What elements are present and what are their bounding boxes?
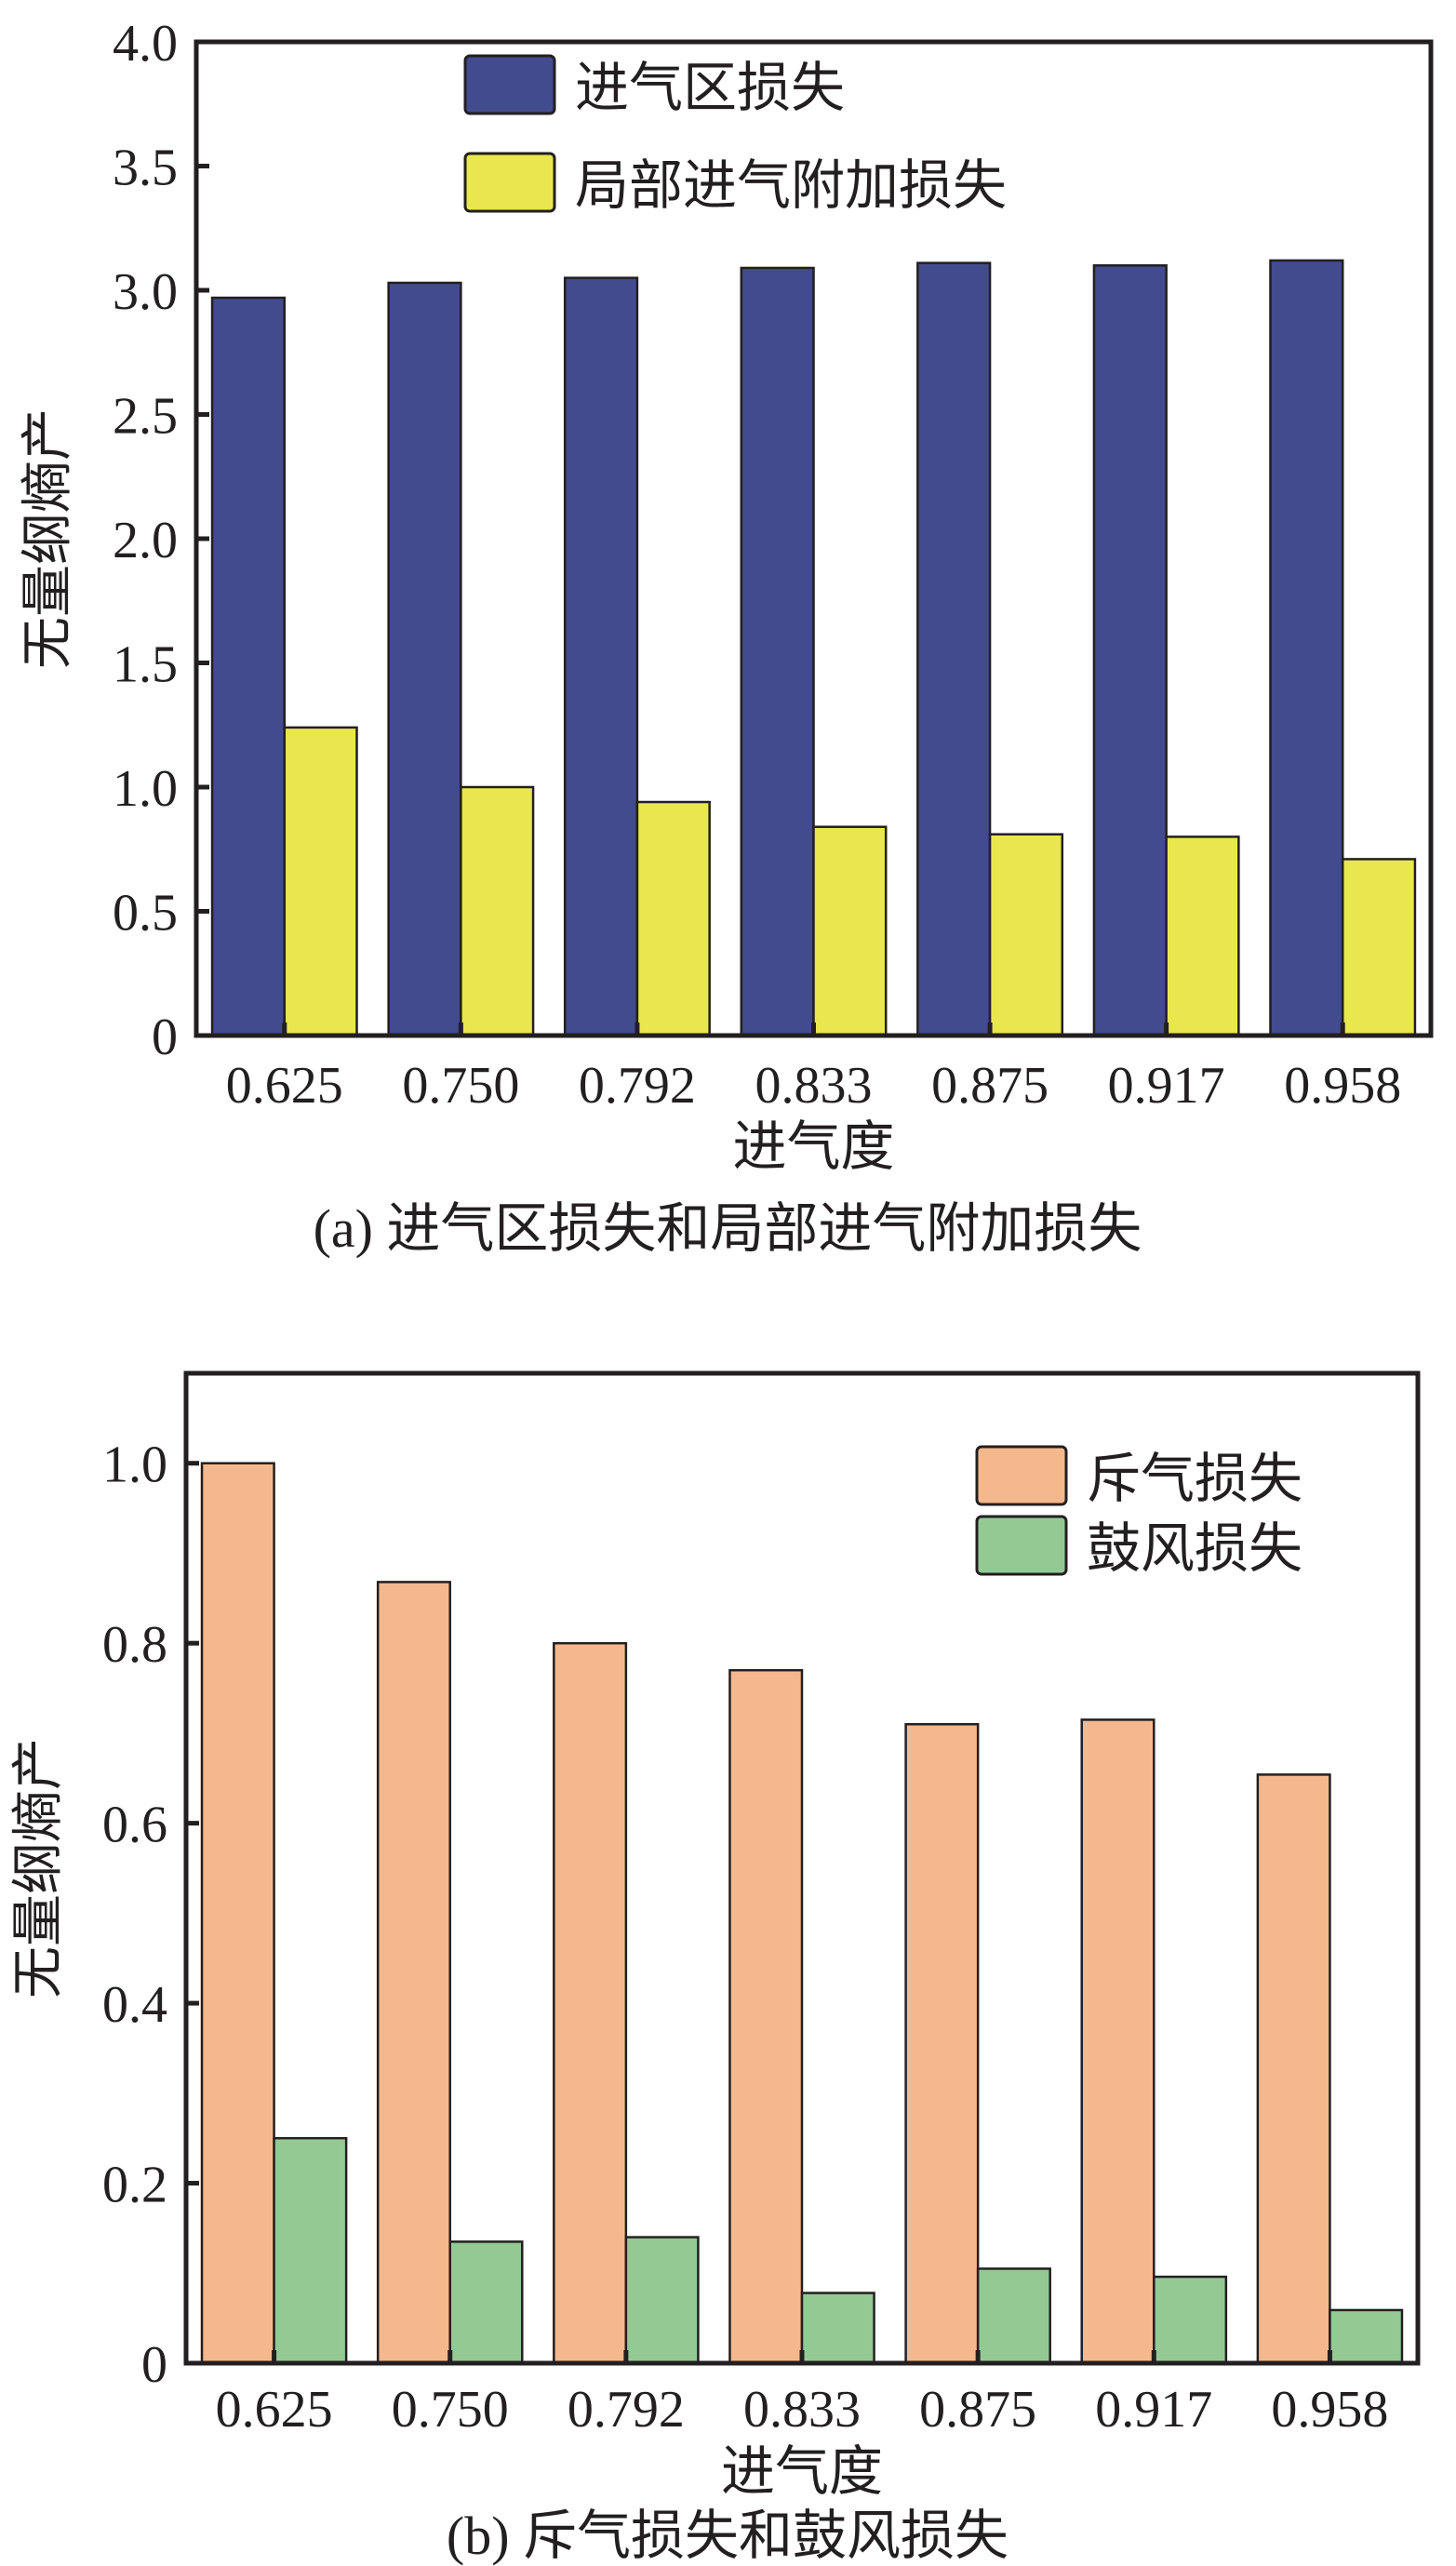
legend-label: 局部进气附加损失 (575, 155, 1007, 216)
y-tick-label: 0.4 (102, 1976, 167, 2034)
y-tick-label: 1.0 (113, 760, 178, 818)
y-tick-label: 0 (141, 2336, 167, 2394)
x-tick-label: 0.958 (1284, 1057, 1401, 1115)
x-tick-label: 0.958 (1271, 2381, 1388, 2439)
x-axis-label: 进气度 (732, 1116, 894, 1177)
x-tick-label: 0.750 (392, 2381, 509, 2439)
bar-series2 (988, 833, 1064, 1037)
bar-series2 (800, 2292, 875, 2365)
x-tick-label: 0.750 (402, 1057, 519, 1115)
legend-swatch (463, 152, 556, 213)
bar-series1 (376, 1581, 451, 2365)
x-tick-label: 0.833 (755, 1057, 873, 1115)
bar-series2 (460, 785, 535, 1037)
y-tick-label: 3.5 (113, 140, 178, 197)
x-tick-label: 0.792 (579, 1057, 696, 1115)
legend-swatch (975, 1515, 1068, 1576)
bar-series1 (728, 1668, 804, 2365)
bar-series1 (210, 296, 287, 1037)
chart-caption: (b) 斥气损失和鼓风损失 (447, 2506, 1009, 2566)
y-tick-label: 1.0 (102, 1437, 167, 1494)
bar-series1 (200, 1462, 275, 2365)
y-tick-label: 0.6 (102, 1797, 167, 1854)
bar-series1 (1256, 1773, 1331, 2365)
bar-series1 (387, 281, 462, 1037)
bar-series2 (1329, 2308, 1404, 2365)
bar-series1 (904, 1722, 980, 2365)
x-tick-label: 0.917 (1095, 2381, 1212, 2439)
x-tick-label: 0.792 (568, 2381, 685, 2439)
bar-series1 (563, 276, 639, 1037)
bar-series2 (283, 726, 358, 1037)
bar-series2 (635, 800, 711, 1037)
bar-series2 (1165, 835, 1240, 1037)
x-tick-label: 0.625 (216, 2381, 333, 2439)
legend-label: 鼓风损失 (1087, 1518, 1302, 1579)
y-tick-label: 0.5 (113, 885, 178, 942)
bar-series1 (1080, 1718, 1155, 2365)
y-axis-label: 无量纲熵产 (10, 1738, 68, 1998)
y-tick-label: 2.5 (113, 388, 178, 446)
bar-series2 (1341, 858, 1417, 1037)
x-tick-label: 0.917 (1108, 1057, 1225, 1115)
y-tick-label: 1.5 (113, 636, 178, 694)
legend-label: 进气区损失 (575, 58, 845, 118)
y-tick-label: 0.8 (102, 1616, 167, 1674)
bar-series1 (1269, 259, 1344, 1037)
bar-series1 (740, 266, 815, 1037)
bar-series1 (916, 261, 992, 1037)
y-tick-label: 0.2 (102, 2157, 167, 2214)
bar-series2 (448, 2240, 524, 2365)
bar-series2 (812, 825, 888, 1037)
x-tick-label: 0.875 (919, 2381, 1036, 2439)
y-tick-label: 2.0 (113, 512, 178, 569)
x-tick-label: 0.625 (226, 1057, 343, 1115)
legend-swatch (463, 54, 556, 115)
legend-swatch (975, 1445, 1068, 1506)
x-tick-label: 0.833 (743, 2381, 861, 2439)
y-tick-label: 0 (152, 1009, 178, 1066)
bar-series2 (273, 2136, 348, 2365)
y-tick-label: 3.0 (113, 263, 178, 321)
y-tick-label: 4.0 (113, 15, 178, 73)
bar-series2 (976, 2267, 1051, 2365)
x-tick-label: 0.875 (931, 1057, 1049, 1115)
legend-label: 斥气损失 (1087, 1449, 1302, 1509)
bar-series1 (1092, 264, 1168, 1037)
chart-caption: (a) 进气区损失和局部进气附加损失 (314, 1198, 1142, 1259)
x-axis-label: 进气度 (721, 2441, 883, 2502)
bar-series2 (1153, 2275, 1228, 2365)
bar-series2 (624, 2236, 700, 2365)
bar-series1 (553, 1641, 628, 2365)
y-axis-label: 无量纲熵产 (20, 408, 77, 669)
